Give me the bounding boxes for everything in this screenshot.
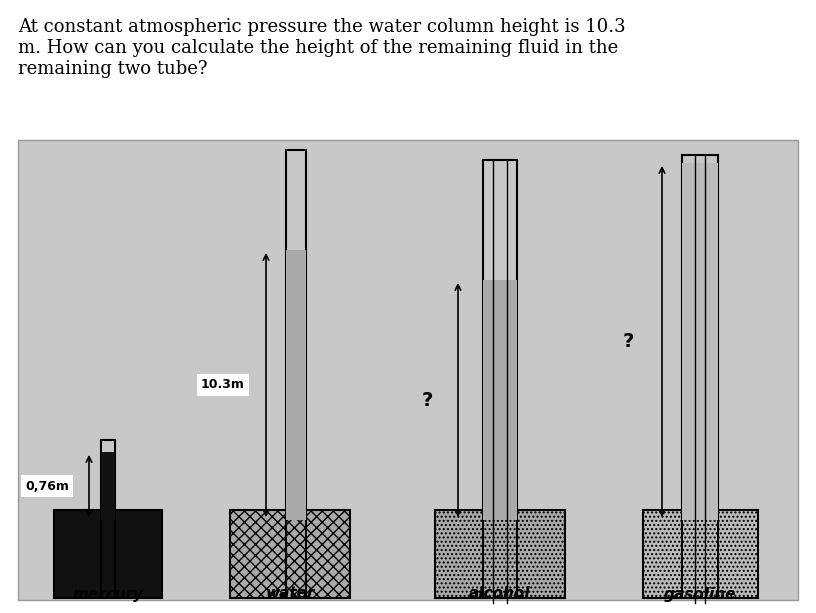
Text: At constant atmospheric pressure the water column height is 10.3
m. How can you : At constant atmospheric pressure the wat… [18,18,626,78]
Bar [101,452,115,520]
Text: ?: ? [623,332,634,351]
Text: alcohol: alcohol [469,587,531,601]
Text: 0,76m: 0,76m [25,479,69,492]
Bar [483,280,517,520]
Bar [230,510,350,598]
Bar [682,163,718,520]
Bar [54,510,162,598]
Text: 10.3m: 10.3m [201,378,245,392]
Text: mercury: mercury [73,587,144,601]
Bar [643,510,758,598]
Bar [18,140,798,600]
Bar [435,510,565,598]
Text: ?: ? [422,390,433,409]
Text: water: water [265,587,315,601]
Text: gasoline: gasoline [663,587,736,601]
Bar [286,250,306,520]
